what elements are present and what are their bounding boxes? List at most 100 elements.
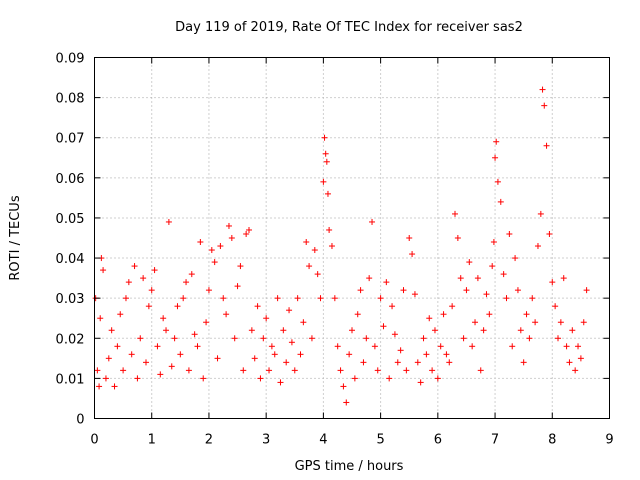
data-point <box>326 226 333 233</box>
data-point <box>263 315 270 322</box>
data-point <box>340 383 347 390</box>
data-point <box>203 319 210 326</box>
x-tick-label: 3 <box>262 433 270 448</box>
data-point <box>426 315 433 322</box>
data-point <box>480 327 487 334</box>
y-tick-label: 0.05 <box>56 212 85 227</box>
data-point <box>509 343 516 350</box>
data-point <box>308 335 315 342</box>
data-point <box>517 327 524 334</box>
data-point <box>377 295 384 302</box>
data-point <box>248 327 255 334</box>
y-tick-label: 0.03 <box>56 292 85 307</box>
data-point <box>391 331 398 338</box>
data-point <box>297 351 304 358</box>
data-point <box>389 303 396 310</box>
data-point <box>411 291 418 298</box>
x-tick-label: 4 <box>319 433 327 448</box>
data-point <box>363 335 370 342</box>
data-point <box>334 343 341 350</box>
data-point <box>148 287 155 294</box>
data-point <box>231 335 238 342</box>
data-point <box>489 263 496 270</box>
data-point <box>577 355 584 362</box>
data-point <box>303 239 310 246</box>
data-point <box>311 247 318 254</box>
data-point <box>369 218 376 225</box>
data-point <box>406 235 413 241</box>
data-point <box>351 375 358 382</box>
data-point <box>409 251 416 258</box>
grid-layer <box>94 57 610 419</box>
data-point <box>177 351 184 358</box>
data-point <box>160 315 167 322</box>
data-point <box>185 367 192 374</box>
data-point <box>94 367 101 374</box>
data-point <box>154 343 161 350</box>
data-point <box>443 351 450 358</box>
data-point <box>472 319 479 326</box>
data-point <box>208 247 215 254</box>
data-point <box>306 263 313 270</box>
data-point <box>271 351 278 358</box>
data-point <box>494 178 501 185</box>
data-point <box>283 359 290 366</box>
y-tick-label: 0.06 <box>56 172 85 187</box>
data-point <box>477 367 484 374</box>
data-point <box>437 343 444 350</box>
data-point <box>557 319 564 326</box>
data-point <box>520 359 527 366</box>
data-point <box>105 355 112 362</box>
data-point <box>572 367 579 374</box>
data-point <box>246 226 252 233</box>
data-point <box>97 315 104 322</box>
data-point <box>134 375 141 382</box>
data-point <box>514 287 521 294</box>
y-tick-label: 0.07 <box>56 132 85 147</box>
data-point <box>174 303 181 310</box>
data-point <box>317 295 324 302</box>
data-point <box>463 287 470 294</box>
data-point <box>423 351 430 358</box>
data-point <box>120 367 127 374</box>
x-tick-label: 6 <box>434 433 442 448</box>
x-tick-label: 7 <box>491 433 499 448</box>
y-tick-label: 0.02 <box>56 332 85 347</box>
data-point <box>534 243 541 250</box>
data-point <box>343 399 350 406</box>
data-point <box>580 319 587 326</box>
data-point <box>337 367 344 374</box>
data-point <box>583 287 590 294</box>
data-point <box>140 275 147 282</box>
data-point <box>277 379 284 386</box>
x-tick-label: 5 <box>376 433 384 448</box>
data-point <box>403 367 410 374</box>
data-point <box>497 198 504 205</box>
data-point <box>254 303 261 310</box>
data-point <box>225 222 232 229</box>
data-point <box>420 335 427 342</box>
data-point <box>240 367 247 374</box>
data-point <box>294 295 301 302</box>
data-point <box>171 335 178 342</box>
data-point <box>490 239 497 246</box>
data-point <box>331 295 338 302</box>
data-point <box>483 291 490 298</box>
data-point <box>383 279 390 286</box>
data-point <box>449 303 456 310</box>
data-point <box>549 279 556 286</box>
data-point <box>211 259 218 266</box>
data-point <box>165 218 172 225</box>
data-point <box>122 295 129 302</box>
data-point <box>537 210 544 217</box>
data-point <box>131 263 138 270</box>
data-point <box>429 367 436 374</box>
data-point <box>194 343 201 350</box>
data-point <box>324 190 331 197</box>
data-point <box>474 275 481 282</box>
data-points <box>92 86 590 406</box>
y-tick-label: 0.04 <box>56 252 85 267</box>
y-tick-label: 0 <box>76 413 84 428</box>
data-point <box>314 271 321 278</box>
x-tick-label: 0 <box>90 433 98 448</box>
